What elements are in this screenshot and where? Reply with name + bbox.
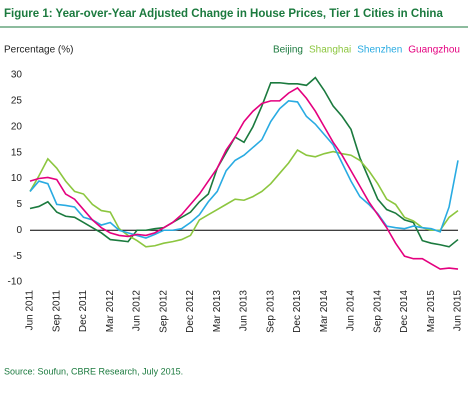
legend-entry: Guangzhou [408,45,460,56]
y-tick-label: 20 [11,121,23,132]
series-line [29,76,459,248]
y-tick-label: 10 [11,173,23,184]
series-line [29,86,459,270]
y-tick-label: -5 [13,251,22,262]
y-tick-label: -10 [8,277,23,288]
y-tick-label: 25 [11,96,23,107]
x-tick-label: Dec 2012 [185,290,196,333]
x-tick-label: Mar 2015 [426,290,437,333]
legend-entry: Beijing [273,45,303,56]
x-tick-label: Sep 2012 [158,290,169,333]
legend-entry: Shanghai [309,45,351,56]
x-tick-label: Mar 2013 [212,290,223,333]
x-tick-label: Jun 2011 [25,290,36,331]
x-tick-label: Sep 2011 [51,290,62,333]
x-tick-label: Sep 2014 [372,290,383,333]
x-tick-label: Dec 2011 [78,290,89,333]
x-tick-label: Dec 2013 [292,290,303,333]
x-tick-label: Jun 2012 [132,290,143,332]
source: Source: Soufun, CBRE Research, July 2015… [4,366,183,376]
y-tick-label: 30 [11,70,23,81]
x-tick-label: Mar 2012 [105,290,116,333]
x-tick-label: Mar 2014 [319,290,330,333]
x-tick-label: Jun 2013 [239,290,250,332]
y-axis-label: Percentage (%) [4,45,73,56]
series-line [29,100,459,239]
x-tick-label: Jun 2014 [346,290,357,332]
x-tick-label: Sep 2013 [265,290,276,333]
series-line [29,148,459,248]
chart-title: Figure 1: Year-over-Year Adjusted Change… [4,8,443,20]
y-tick-label: 15 [11,147,23,158]
legend-entry: Shenzhen [357,45,402,56]
x-tick-label: Dec 2014 [399,290,410,333]
y-tick-label: 5 [16,199,22,210]
x-tick-label: Jun 2015 [453,290,464,332]
y-tick-label: 0 [16,225,22,236]
